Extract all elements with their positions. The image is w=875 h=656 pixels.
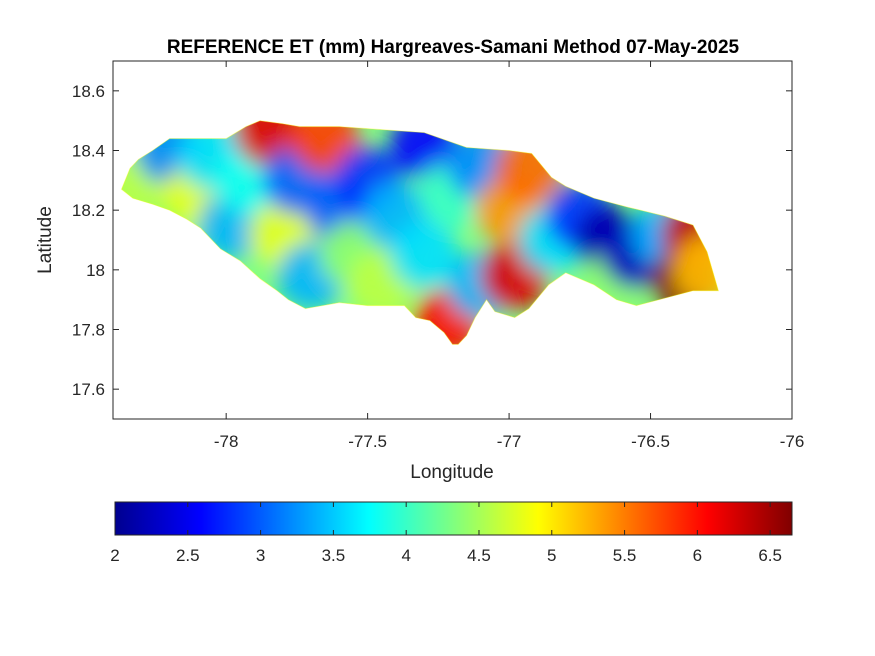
x-tick-label: -76 — [780, 432, 805, 451]
x-tick-label: -77 — [497, 432, 522, 451]
y-tick-label: 18.2 — [72, 201, 105, 220]
x-axis-label: Longitude — [410, 462, 493, 483]
x-axis-ticks: -78 -77.5 -77 -76.5 -76 — [214, 61, 804, 451]
colorbar-tick-label: 5.5 — [613, 546, 637, 565]
x-tick-label: -77.5 — [348, 432, 387, 451]
y-axis-label: Latitude — [35, 206, 56, 274]
y-tick-label: 18 — [86, 261, 105, 280]
y-tick-label: 17.6 — [72, 380, 105, 399]
y-tick-label: 18.4 — [72, 142, 105, 161]
island-outline — [120, 120, 720, 345]
colorbar-tick-label: 2.5 — [176, 546, 200, 565]
et-field — [121, 120, 719, 345]
field-sample — [673, 235, 719, 304]
y-axis-ticks: 17.6 17.8 18 18.2 18.4 18.6 — [72, 82, 792, 399]
colorbar-tick-label: 5 — [547, 546, 556, 565]
colorbar — [114, 501, 793, 536]
field-sample — [390, 220, 459, 289]
colorbar-tick-label: 6 — [693, 546, 702, 565]
x-tick-label: -78 — [214, 432, 239, 451]
x-tick-label: -76.5 — [631, 432, 670, 451]
chart-title: REFERENCE ET (mm) Hargreaves-Samani Meth… — [167, 37, 740, 58]
y-tick-label: 18.6 — [72, 82, 105, 101]
colorbar-tick-label: 4.5 — [467, 546, 491, 565]
colorbar-ticks: 2 2.5 3 3.5 4 4.5 5 5.5 6 6.5 — [110, 502, 782, 565]
colorbar-tick-label: 3 — [256, 546, 265, 565]
colorbar-tick-label: 4 — [401, 546, 410, 565]
y-tick-label: 17.8 — [72, 321, 105, 340]
colorbar-tick-label: 6.5 — [758, 546, 782, 565]
field-blobs — [121, 120, 719, 345]
colorbar-tick-label: 2 — [110, 546, 119, 565]
colorbar-tick-label: 3.5 — [322, 546, 346, 565]
